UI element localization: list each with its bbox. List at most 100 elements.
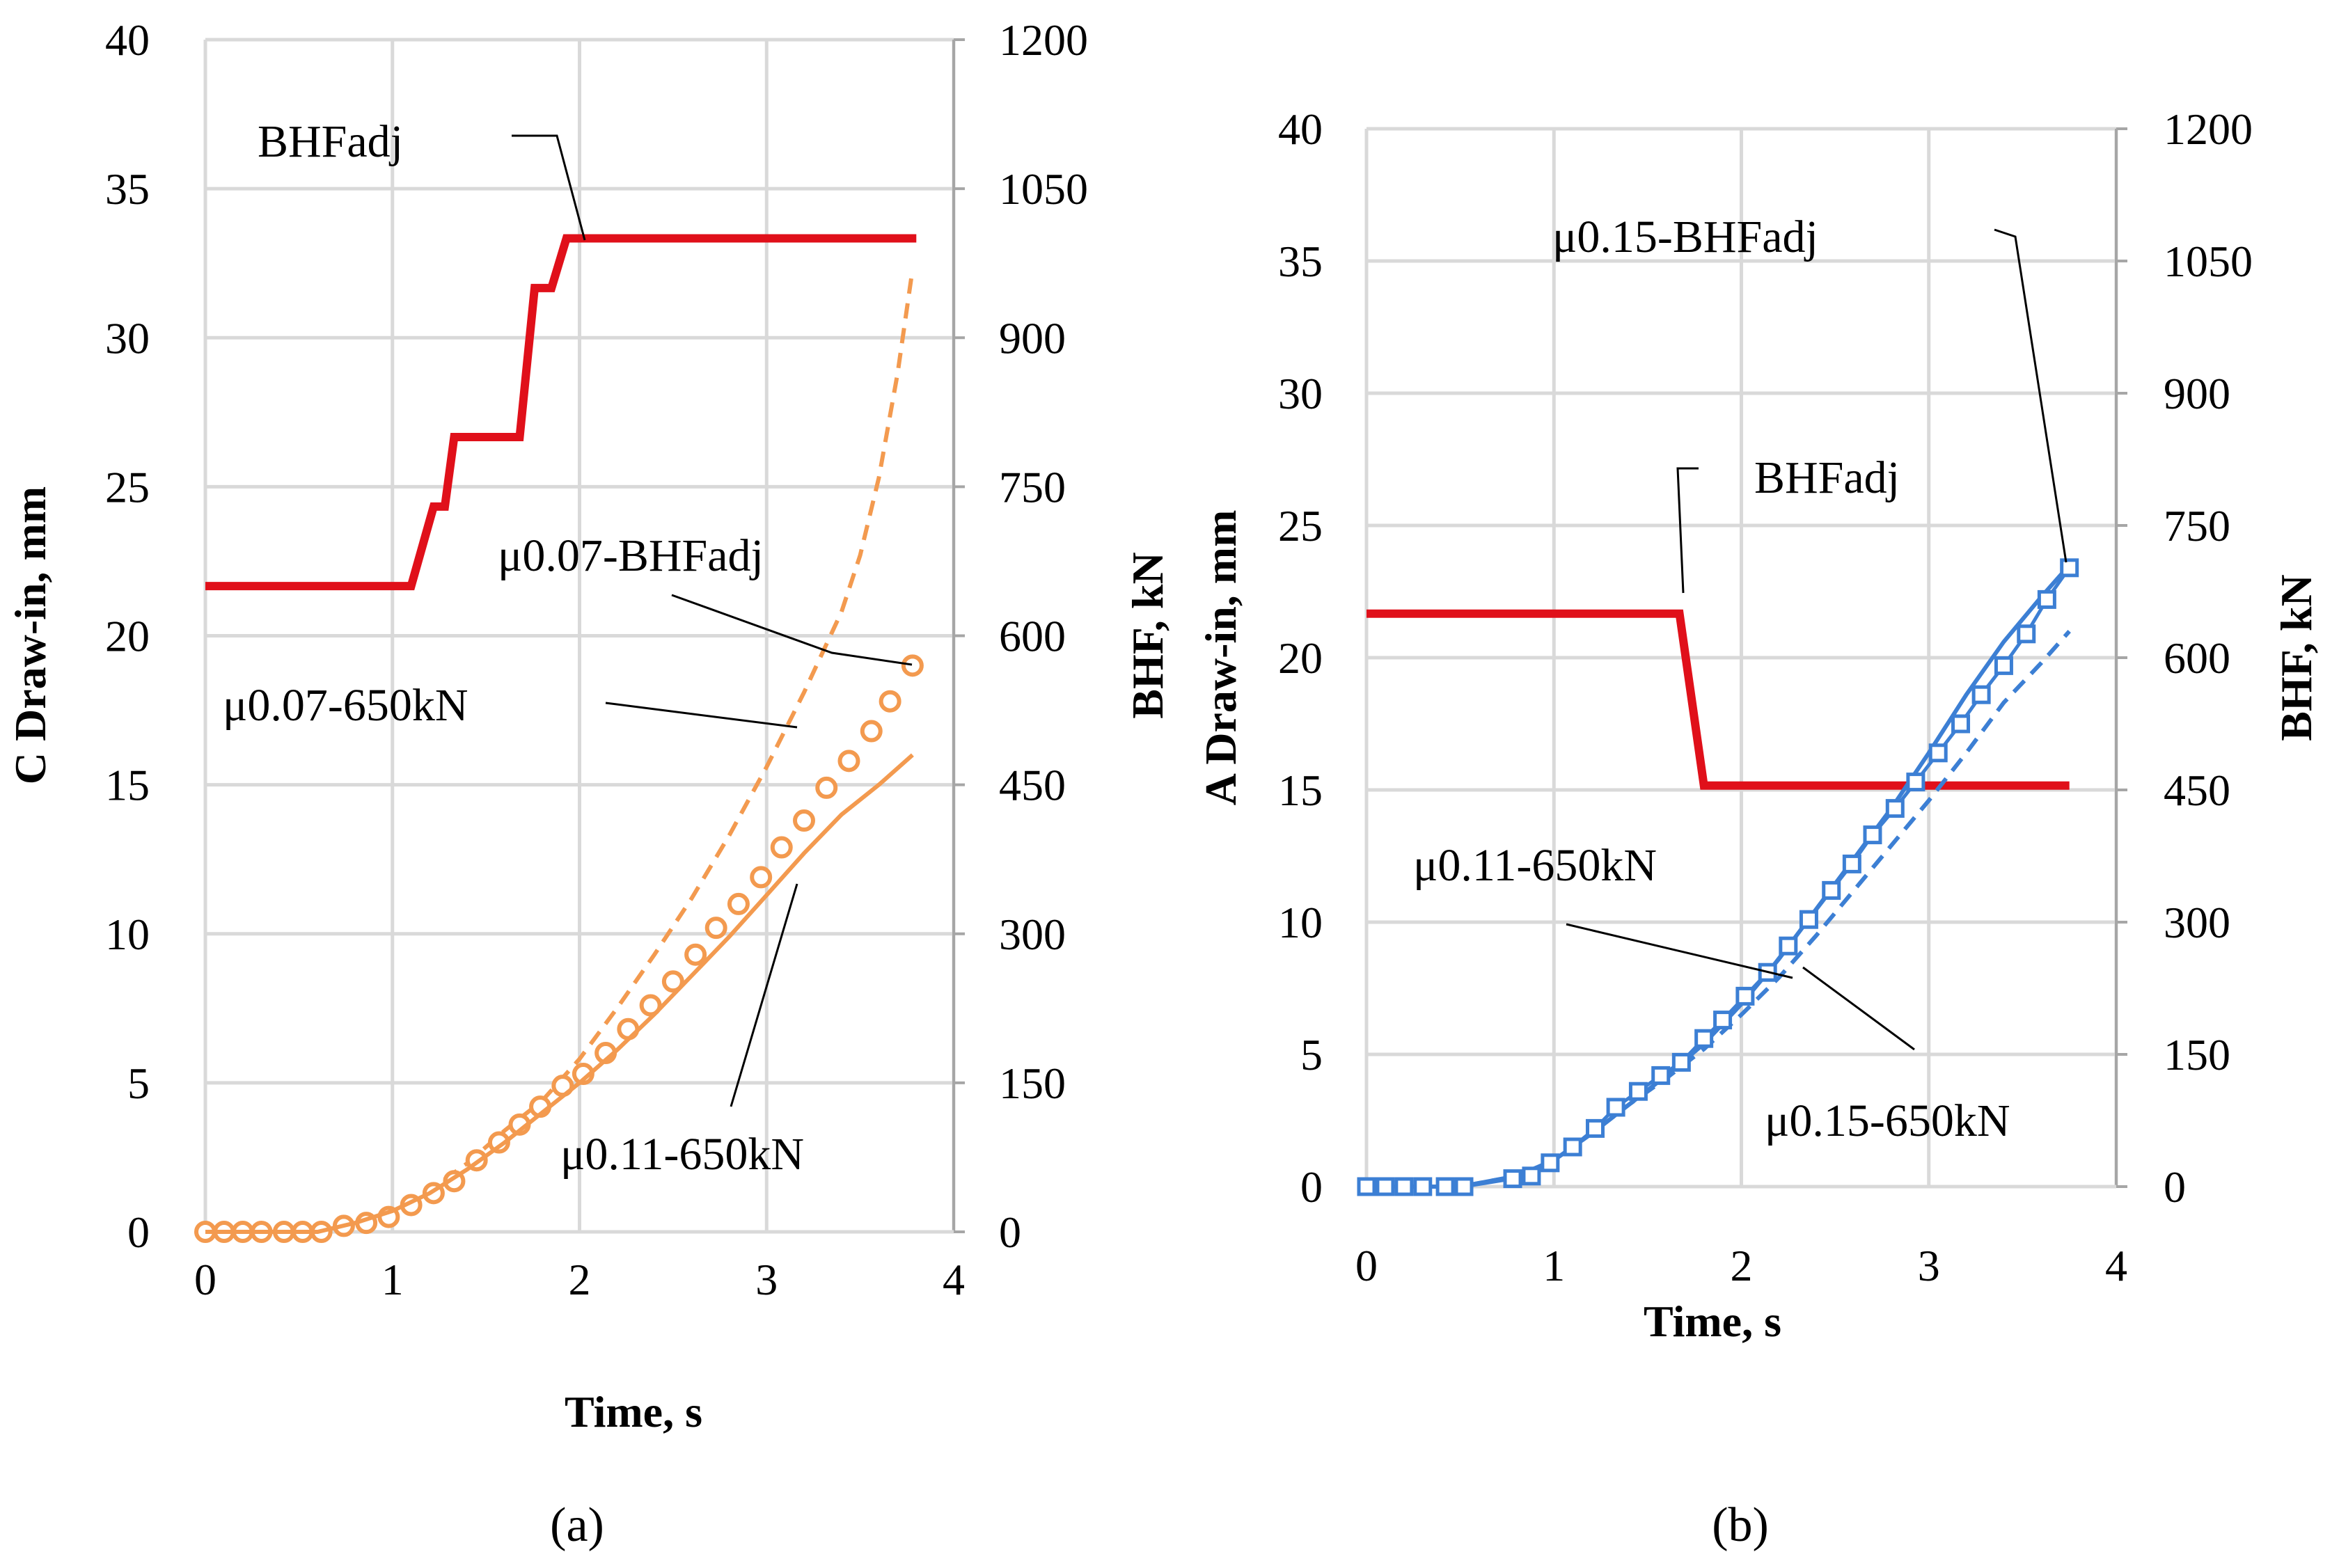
- series--0-07-bhfadj-point: [487, 1131, 510, 1154]
- y-tick-label: 30: [105, 313, 150, 363]
- panel-a-tick-labels: 0 1 2 3 405101520253035400150300450600750900…: [105, 15, 1088, 1304]
- series--0-07-bhfadj-point: [750, 866, 773, 889]
- series--0-07-bhfadj-point: [815, 776, 838, 799]
- panel-b-chart: 0 1 2 3 405101520253035400150300450600750900…: [1196, 104, 2321, 1552]
- x-tick-label: 2: [569, 1255, 591, 1304]
- series--0-15-bhfadj-point: [1906, 773, 1925, 792]
- series--0-15-bhfadj-point: [1885, 799, 1905, 818]
- series--0-15-bhfadj-point: [1928, 743, 1948, 763]
- series--0-11-650kn-line: [205, 753, 914, 1234]
- series--0-07-bhfadj-point: [837, 750, 860, 773]
- y2-tick-label: 600: [2164, 633, 2230, 683]
- series--0-07-650kn-line: [205, 269, 915, 1234]
- series--0-15-bhfadj-point: [1735, 986, 1755, 1006]
- y2-tick-label: 900: [999, 313, 1066, 363]
- series--0-15-bhfadj-point: [1435, 1177, 1455, 1196]
- x-tick-label: 0: [194, 1255, 216, 1304]
- series--0-15-bhfadj-point: [1713, 1011, 1733, 1030]
- y-tick-label: 5: [1300, 1030, 1323, 1079]
- panel-a-chart: 0 1 2 3 405101520253035400150300450600750900…: [6, 15, 1172, 1552]
- panel-a-annotations: BHFadj μ0.07-BHFadj μ0.07-650kN μ0.11-650kN: [223, 116, 913, 1180]
- series--0-15-bhfadj-point: [1503, 1169, 1522, 1189]
- series--0-15-bhfadj-point: [1799, 910, 1818, 929]
- panel-b-series: [1357, 558, 2079, 1196]
- y-tick-label: 35: [1278, 237, 1323, 286]
- panel-a-y2-axis-title: BHF, kN: [1123, 552, 1172, 719]
- annotation-leader-line: [605, 702, 798, 729]
- annotation-label: μ0.07-650kN: [223, 680, 468, 731]
- annotation-leader-line: [671, 594, 913, 666]
- y-tick-label: 30: [1278, 369, 1323, 418]
- panel-a-x-axis-title: Time, s: [565, 1387, 702, 1436]
- panel-b-annotations: μ0.15-BHFadj BHFadj μ0.11-650kN μ0.15-650kN: [1413, 212, 2068, 1146]
- series--0-15-bhfadj-point: [1863, 825, 1882, 845]
- series--0-07-bhfadj-point: [639, 994, 662, 1017]
- series--0-15-bhfadj-point: [1585, 1118, 1605, 1138]
- y2-tick-label: 150: [2164, 1030, 2230, 1079]
- y-tick-label: 40: [105, 15, 150, 65]
- y2-tick-label: 1200: [2164, 104, 2253, 154]
- y-tick-label: 10: [1278, 898, 1323, 947]
- panel-b-x-axis-title: Time, s: [1644, 1297, 1781, 1346]
- series--0-15-bhfadj-point: [1671, 1052, 1691, 1072]
- series-bhfadj-line: [1367, 609, 2070, 790]
- panel-a-y-axis-title: C Draw-in, mm: [6, 486, 55, 784]
- series--0-15-bhfadj-point: [2017, 624, 2036, 644]
- y2-tick-label: 900: [2164, 369, 2230, 418]
- series--0-15-bhfadj-point: [1606, 1098, 1625, 1117]
- x-tick-label: 1: [381, 1255, 404, 1304]
- annotation-label: μ0.11-650kN: [560, 1129, 804, 1180]
- x-tick-label: 1: [1543, 1241, 1565, 1290]
- series--0-15-bhfadj-point: [1563, 1137, 1582, 1157]
- series--0-15-bhfadj-point: [1376, 1177, 1395, 1196]
- y-tick-label: 25: [1278, 501, 1323, 551]
- y2-tick-label: 1050: [2164, 237, 2253, 286]
- y-tick-label: 0: [127, 1207, 150, 1257]
- annotation-leader-line: [1994, 228, 2068, 563]
- y2-tick-label: 600: [999, 612, 1066, 661]
- annotation-leader-line: [1566, 923, 1793, 979]
- series--0-15-bhfadj-point: [1454, 1177, 1474, 1196]
- y-tick-label: 5: [127, 1059, 150, 1108]
- y2-tick-label: 1200: [999, 15, 1088, 65]
- y-tick-label: 15: [105, 761, 150, 810]
- series--0-15-bhfadj-point: [2060, 558, 2079, 578]
- series--0-15-bhfadj-point: [1394, 1177, 1414, 1196]
- y-tick-label: 40: [1278, 104, 1323, 154]
- series--0-15-bhfadj-point: [1822, 880, 1841, 900]
- series--0-07-bhfadj-point: [793, 809, 815, 832]
- y2-tick-label: 300: [2164, 898, 2230, 947]
- series--0-15-bhfadj-point: [1694, 1029, 1714, 1048]
- series--0-07-bhfadj-point: [661, 970, 684, 993]
- x-tick-label: 4: [943, 1255, 965, 1304]
- y2-tick-label: 750: [999, 462, 1066, 512]
- panel-b-label: (b): [1712, 1498, 1769, 1552]
- series--0-15-bhfadj-point: [2037, 589, 2056, 609]
- y2-tick-label: 450: [999, 761, 1066, 810]
- annotation-leader-line: [512, 134, 586, 241]
- series--0-07-bhfadj-point: [704, 917, 727, 940]
- series--0-07-bhfadj-point: [879, 690, 901, 713]
- y2-tick-label: 1050: [999, 164, 1088, 214]
- series--0-15-bhfadj-point: [1522, 1166, 1541, 1186]
- series--0-15-bhfadj-point: [1994, 656, 2013, 675]
- annotation-label: BHFadj: [1754, 452, 1900, 503]
- panel-b-tick-labels: 0 1 2 3 405101520253035400150300450600750900…: [1278, 104, 2253, 1290]
- annotation-leader-line: [1802, 966, 1915, 1051]
- series--0-07-bhfadj-point: [770, 836, 793, 859]
- series--0-15-bhfadj-point: [1651, 1066, 1671, 1085]
- y2-tick-label: 0: [2164, 1162, 2186, 1212]
- annotation-label: BHFadj: [258, 116, 403, 167]
- y-tick-label: 20: [105, 612, 150, 661]
- y2-tick-label: 450: [2164, 766, 2230, 815]
- series--0-15-bhfadj-point: [1779, 936, 1798, 956]
- series-bhfadj-line: [205, 234, 917, 591]
- annotation-label: μ0.15-650kN: [1765, 1095, 2010, 1146]
- y-tick-label: 0: [1300, 1162, 1323, 1212]
- series--0-15-bhfadj-point: [1842, 854, 1861, 873]
- series--0-15-bhfadj-point: [1628, 1082, 1648, 1101]
- series--0-15-bhfadj-point: [1413, 1177, 1433, 1196]
- y-tick-label: 25: [105, 462, 150, 512]
- x-tick-label: 3: [1918, 1241, 1940, 1290]
